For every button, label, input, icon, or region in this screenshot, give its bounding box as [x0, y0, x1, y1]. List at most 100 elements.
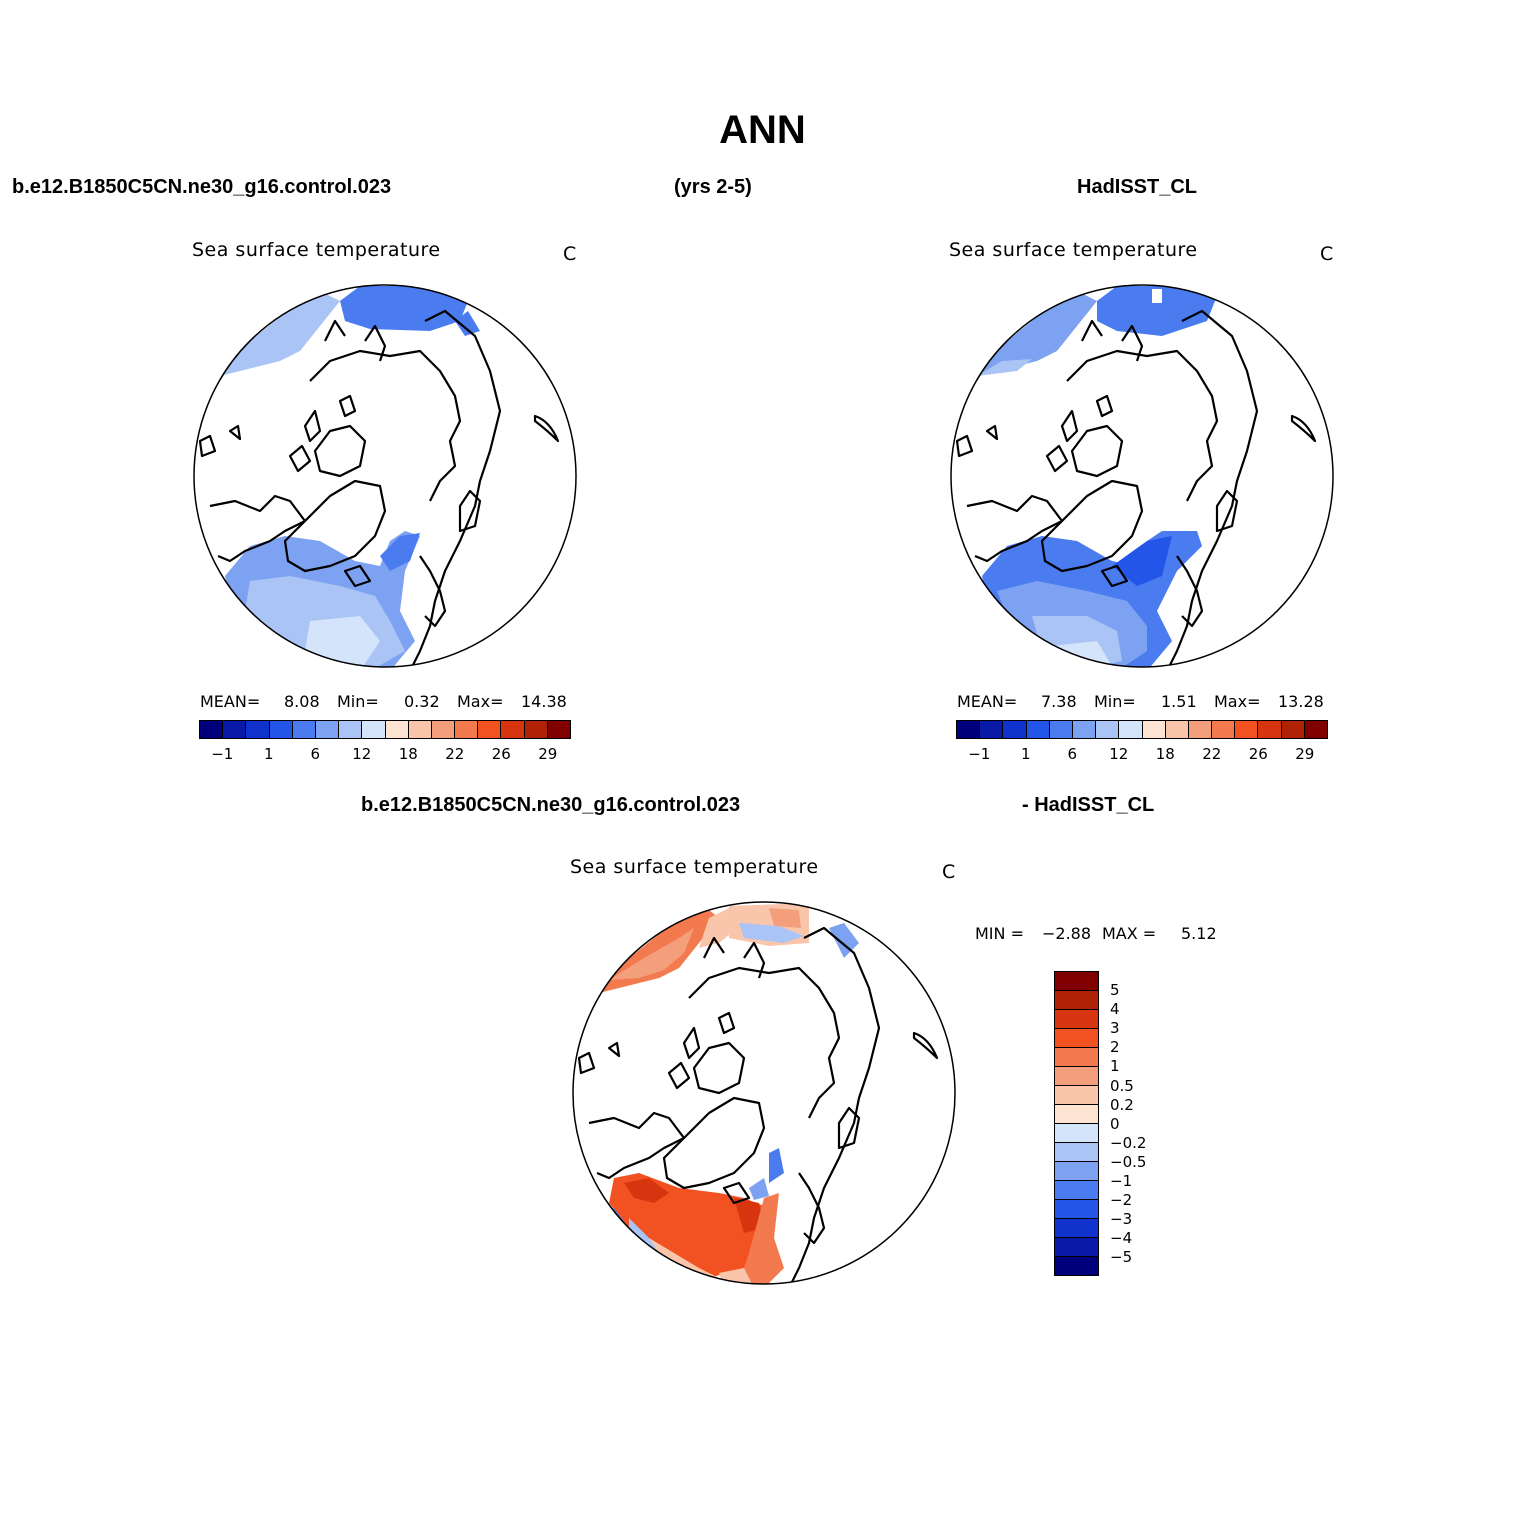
obs-stats: MEAN= 7.38 Min= 1.51 Max= 13.28 — [957, 692, 1327, 712]
colorbar-swatch — [1055, 1105, 1098, 1124]
colorbar-tick-label: −4 — [1110, 1229, 1133, 1248]
diff-obs-header: - HadISST_CL — [1022, 794, 1155, 816]
colorbar-swatch — [269, 721, 293, 738]
colorbar-swatch — [1055, 1238, 1098, 1257]
colorbar-tick-label: 12 — [1109, 745, 1129, 763]
model-panel-units: C — [563, 243, 577, 265]
diff-max-label: MAX = — [1102, 924, 1157, 943]
diff-panel-title: Sea surface temperature — [570, 856, 819, 878]
colorbar-swatch — [1188, 721, 1213, 738]
colorbar-swatch — [246, 721, 270, 738]
colorbar-swatch — [1281, 721, 1305, 738]
colorbar-swatch — [1055, 1086, 1098, 1105]
colorbar-swatch — [1026, 721, 1050, 738]
colorbar-tick-label: 6 — [1067, 745, 1078, 763]
colorbar-swatch — [1055, 1067, 1098, 1086]
colorbar-swatch — [1055, 1219, 1098, 1238]
colorbar-swatch — [1096, 721, 1120, 738]
colorbar-swatch — [431, 721, 456, 738]
model-colorbar — [199, 720, 571, 739]
colorbar-tick-label: 5 — [1110, 981, 1120, 999]
colorbar-swatch — [455, 721, 479, 738]
colorbar-tick-label: 3 — [1110, 1019, 1120, 1038]
diff-panel-units: C — [942, 861, 956, 883]
colorbar-swatch — [501, 721, 525, 738]
colorbar-tick-label: 26 — [1248, 745, 1268, 763]
colorbar-tick-label: −1 — [211, 745, 234, 763]
colorbar-swatch — [339, 721, 363, 738]
colorbar-swatch — [957, 721, 981, 738]
diff-min-label: MIN = — [975, 924, 1024, 943]
obs-mean-value: 7.38 — [1041, 692, 1077, 711]
colorbar-swatch — [1055, 1143, 1098, 1162]
colorbar-swatch — [223, 721, 247, 738]
colorbar-tick-label: 6 — [310, 745, 321, 763]
colorbar-tick-label: 22 — [1202, 745, 1222, 763]
colorbar-swatch — [292, 721, 316, 738]
obs-max-value: 13.28 — [1278, 692, 1324, 711]
obs-colorbar — [956, 720, 1328, 739]
model-panel-title: Sea surface temperature — [192, 239, 441, 261]
diff-colorbar — [1054, 971, 1099, 1276]
obs-panel-title: Sea surface temperature — [949, 239, 1198, 261]
diff-colorbar-ticks: 5 4 3 2 1 0.5 0.2 0 −0.2 −0.5 −1 −2 −3 −4 −5 — [1110, 981, 1170, 1281]
colorbar-tick-label: 29 — [1295, 745, 1315, 763]
obs-mean-label: MEAN= — [957, 692, 1018, 711]
diff-stats: MIN = −2.88 MAX = 5.12 — [975, 924, 1235, 944]
colorbar-tick-label: 22 — [445, 745, 465, 763]
model-min-value: 0.32 — [404, 692, 440, 711]
colorbar-tick-label: 0 — [1110, 1114, 1120, 1133]
colorbar-swatch — [1055, 1029, 1098, 1048]
diff-max-value: 5.12 — [1181, 924, 1217, 943]
model-max-label: Max= — [457, 692, 504, 711]
colorbar-tick-label: 4 — [1110, 1000, 1120, 1019]
colorbar-swatch — [1055, 1257, 1098, 1275]
colorbar-swatch — [1165, 721, 1189, 738]
obs-colorbar-ticks: −1 1 6 12 18 22 26 29 — [956, 745, 1328, 765]
obs-min-label: Min= — [1094, 692, 1136, 711]
colorbar-swatch — [1304, 721, 1327, 738]
colorbar-tick-label: −2 — [1110, 1191, 1133, 1210]
colorbar-tick-label: −5 — [1110, 1248, 1133, 1267]
diff-polar-map — [572, 901, 956, 1285]
colorbar-swatch — [1119, 721, 1143, 738]
colorbar-swatch — [1212, 721, 1236, 738]
colorbar-tick-label: 18 — [398, 745, 418, 763]
colorbar-tick-label: 1 — [1110, 1057, 1120, 1076]
model-polar-map — [193, 284, 577, 668]
colorbar-swatch — [547, 721, 570, 738]
case-name-header: b.e12.B1850C5CN.ne30_g16.control.023 — [12, 176, 392, 198]
obs-polar-map — [950, 284, 1334, 668]
colorbar-tick-label: −1 — [968, 745, 991, 763]
colorbar-swatch — [1055, 972, 1098, 991]
page-title: ANN — [719, 108, 806, 152]
colorbar-swatch — [980, 721, 1004, 738]
colorbar-swatch — [1055, 1162, 1098, 1181]
obs-name-header: HadISST_CL — [1077, 176, 1198, 198]
colorbar-swatch — [200, 721, 224, 738]
colorbar-swatch — [362, 721, 386, 738]
colorbar-tick-label: 0.2 — [1110, 1095, 1134, 1114]
colorbar-tick-label: 26 — [491, 745, 511, 763]
colorbar-swatch — [385, 721, 409, 738]
colorbar-tick-label: −1 — [1110, 1172, 1133, 1190]
model-max-value: 14.38 — [521, 692, 567, 711]
years-header: (yrs 2-5) — [674, 176, 752, 198]
colorbar-swatch — [1055, 1010, 1098, 1029]
colorbar-tick-label: 18 — [1155, 745, 1175, 763]
colorbar-swatch — [1003, 721, 1027, 738]
obs-max-label: Max= — [1214, 692, 1261, 711]
colorbar-swatch — [1258, 721, 1282, 738]
colorbar-swatch — [1055, 1124, 1098, 1143]
colorbar-tick-label: 12 — [352, 745, 372, 763]
model-stats: MEAN= 8.08 Min= 0.32 Max= 14.38 — [200, 692, 570, 712]
diff-min-value: −2.88 — [1042, 924, 1092, 943]
colorbar-tick-label: 2 — [1110, 1038, 1120, 1057]
colorbar-swatch — [478, 721, 502, 738]
colorbar-swatch — [1055, 991, 1098, 1010]
model-mean-label: MEAN= — [200, 692, 261, 711]
model-min-label: Min= — [337, 692, 379, 711]
colorbar-swatch — [408, 721, 432, 738]
colorbar-swatch — [1072, 721, 1097, 738]
colorbar-tick-label: −0.2 — [1110, 1133, 1147, 1152]
